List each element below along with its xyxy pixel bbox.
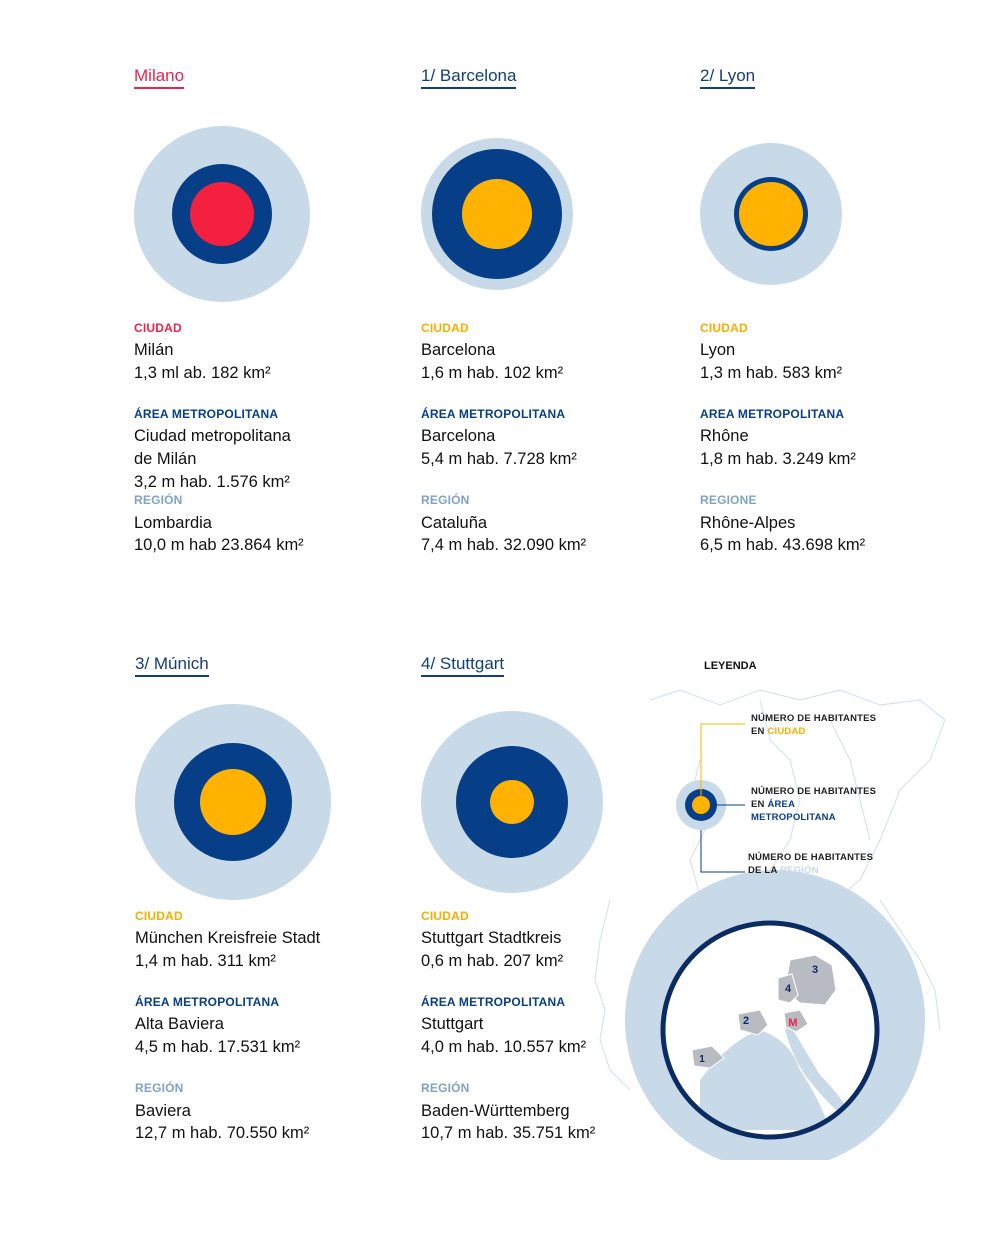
city-stats: 1,3 m hab. 583 km² (700, 364, 843, 382)
legend-city-line2: EN CIUDAD (751, 725, 876, 738)
region-stats: 6,5 m hab. 43.698 km² (700, 536, 866, 554)
legend-title: LEYENDA (704, 660, 757, 672)
city-ring (462, 179, 532, 249)
city-stats: 0,6 m hab. 207 km² (421, 952, 564, 970)
metro-name: Stuttgart (421, 1015, 484, 1033)
region-shape-lombardia (783, 1009, 809, 1033)
card-title: 1/ Barcelona (421, 66, 517, 89)
metro-label: ÁREA METROPOLITANA (135, 995, 280, 1009)
region-label: REGIÓN (421, 1081, 470, 1095)
region-stats: 7,4 m hab. 32.090 km² (421, 536, 587, 554)
metro-stats: 4,0 m hab. 10.557 km² (421, 1038, 587, 1056)
region-label: REGIONE (700, 493, 757, 507)
metro-name-line2: de Milán (134, 450, 197, 468)
legend-region-line2: DE LA REGIÓN (748, 864, 873, 877)
population-rings (135, 704, 331, 900)
city-label: CIUDAD (134, 321, 182, 335)
population-rings (134, 126, 310, 302)
legend-city-ring (692, 796, 710, 814)
metro-name: Ciudad metropolitana (134, 427, 291, 445)
card-title: 2/ Lyon (700, 66, 756, 89)
legend-metro-word: ÁREA (767, 799, 796, 810)
region-shape-cataluna (691, 1045, 725, 1069)
map-zoom-ring (660, 920, 880, 1140)
legend-leader-city (700, 723, 745, 796)
legend-leader-region (700, 830, 745, 873)
metro-stats: 5,4 m hab. 7.728 km² (421, 450, 577, 468)
region-name: Baden-Württemberg (421, 1102, 570, 1120)
europe-map: 1 2 3 4 M (594, 689, 946, 1160)
legend-metro-text: NÚMERO DE HABITANTES EN ÁREA METROPOLITA… (751, 785, 876, 824)
city-stats: 1,6 m hab. 102 km² (421, 364, 564, 382)
legend-region-word: REGIÓN (780, 865, 819, 876)
population-rings (700, 143, 842, 285)
legend-metro-line2: EN ÁREA (751, 798, 876, 811)
region-name: Lombardia (134, 514, 212, 532)
city-ring (190, 182, 254, 246)
region-stats: 10,7 m hab. 35.751 km² (421, 1124, 596, 1142)
city-name: Stuttgart Stadtkreis (421, 929, 562, 947)
metro-stats: 1,8 m hab. 3.249 km² (700, 450, 856, 468)
population-rings (421, 138, 573, 290)
legend-city-line1: NÚMERO DE HABITANTES (751, 713, 877, 724)
metro-stats: 3,2 m hab. 1.576 km² (134, 473, 290, 491)
map-marker-1: 1 (699, 1054, 705, 1065)
legend-city-text: NÚMERO DE HABITANTES EN CIUDAD (751, 712, 876, 738)
legend-metro-prefix: EN (751, 799, 768, 810)
region-label: REGIÓN (421, 493, 470, 507)
metro-name: Alta Baviera (135, 1015, 224, 1033)
city-stats: 1,3 ml ab. 182 km² (134, 364, 271, 382)
population-rings (421, 711, 603, 893)
map-marker-4: 4 (785, 983, 792, 995)
metro-label: ÁREA METROPOLITANA (421, 995, 566, 1009)
legend-region-text: NÚMERO DE HABITANTES DE LA REGIÓN (748, 851, 873, 877)
metro-label: ÁREA METROPOLITANA (421, 407, 566, 421)
city-ring (490, 780, 534, 824)
legend-city-word: CIUDAD (767, 726, 806, 737)
region-label: REGIÓN (135, 1081, 184, 1095)
region-name: Cataluña (421, 514, 488, 532)
city-ring (739, 182, 803, 246)
legend-metro-line3: METROPOLITANA (751, 812, 836, 823)
region-name: Baviera (135, 1102, 191, 1120)
legend-region-line1: NÚMERO DE HABITANTES (748, 852, 874, 863)
metro-label: ÁREA METROPOLITANA (134, 407, 279, 421)
region-shape-baden (777, 973, 799, 1004)
city-name: Barcelona (421, 341, 496, 359)
metro-name: Barcelona (421, 427, 496, 445)
map-marker-3: 3 (812, 964, 818, 976)
metro-label: AREA METROPOLITANA (700, 407, 845, 421)
city-ring (200, 769, 266, 835)
city-label: CIUDAD (421, 909, 469, 923)
metro-name: Rhône (700, 427, 749, 445)
card-title: Milano (134, 66, 185, 89)
city-name: Milán (134, 341, 174, 359)
card-title: 4/ Stuttgart (421, 654, 505, 677)
card-title: 3/ Múnich (135, 654, 209, 677)
region-stats: 10,0 m hab 23.864 km² (134, 536, 304, 554)
city-name: Lyon (700, 341, 736, 359)
legend-city-prefix: EN (751, 726, 768, 737)
map-outline (594, 689, 946, 1091)
city-label: CIUDAD (700, 321, 748, 335)
region-shape-rhone (737, 1009, 769, 1036)
region-stats: 12,7 m hab. 70.550 km² (135, 1124, 310, 1142)
map-marker-m: M (788, 1017, 797, 1029)
legend-metro-line1: NÚMERO DE HABITANTES (751, 786, 877, 797)
city-label: CIUDAD (421, 321, 469, 335)
city-name: München Kreisfreie Stadt (135, 929, 321, 947)
metro-stats: 4,5 m hab. 17.531 km² (135, 1038, 301, 1056)
region-name: Rhône-Alpes (700, 514, 796, 532)
map-marker-2: 2 (743, 1015, 749, 1027)
legend-region-prefix: DE LA (748, 865, 780, 876)
city-stats: 1,4 m hab. 311 km² (135, 952, 276, 970)
region-label: REGIÓN (134, 493, 183, 507)
city-label: CIUDAD (135, 909, 183, 923)
